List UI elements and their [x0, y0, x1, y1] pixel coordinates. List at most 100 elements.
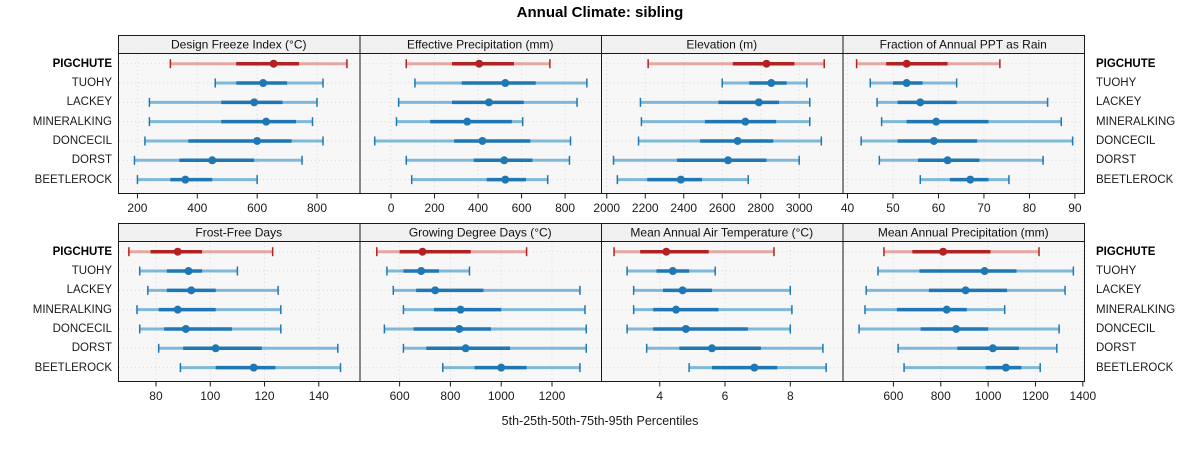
site-label-left-doncecil: DONCECIL	[52, 322, 112, 335]
site-label-right-doncecil: DONCECIL	[1096, 134, 1156, 147]
series-design-freeze-index-c-pigchute	[169, 59, 348, 69]
series-mean-annual-precipitation-mm-lackey	[865, 285, 1066, 295]
median-dot	[417, 267, 426, 276]
series-fraction-of-annual-ppt-as-rain-pigchute	[855, 59, 1001, 69]
series-design-freeze-index-c-beetlerock	[136, 175, 258, 185]
axis-tick-label: 800	[931, 389, 951, 403]
series-mean-annual-precipitation-mm-tuohy	[877, 266, 1075, 276]
series-frost-free-days-tuohy	[138, 266, 239, 276]
axis-tick-label: 2600	[709, 201, 736, 215]
site-label-left-dorst: DORST	[71, 154, 112, 167]
series-mean-annual-air-temperature-c-lackey	[632, 285, 792, 295]
series-effective-precipitation-mm-dorst	[405, 155, 571, 165]
panel-box-effective-precipitation-mm	[359, 53, 602, 194]
median-dot	[431, 286, 440, 295]
series-mean-annual-air-temperature-c-mineralking	[632, 305, 793, 315]
median-dot	[929, 136, 938, 145]
median-dot	[184, 267, 193, 276]
site-label-left-lackey: LACKEY	[66, 284, 112, 297]
series-mean-annual-precipitation-mm-beetlerock	[903, 363, 1041, 373]
panel-box-growing-degree-days-c	[359, 241, 602, 382]
series-effective-precipitation-mm-doncecil	[373, 136, 572, 146]
median-dot	[262, 117, 271, 126]
median-dot	[932, 117, 941, 126]
axis-tick-label: 80	[1023, 201, 1037, 215]
axis-tick-label: 2400	[670, 201, 697, 215]
median-dot	[418, 247, 427, 256]
site-label-right-lackey: LACKEY	[1096, 96, 1142, 109]
series-frost-free-days-doncecil	[138, 324, 282, 334]
panel-design-freeze-index-c: Design Freeze Index (°C) 200 400 600 800	[118, 35, 361, 215]
median-dot	[475, 59, 484, 68]
series-frost-free-days-dorst	[157, 343, 339, 353]
series-mean-annual-air-temperature-c-doncecil	[626, 324, 792, 334]
site-label-left-pigchute: PIGCHUTE	[52, 245, 112, 258]
site-label-left-pigchute: PIGCHUTE	[52, 57, 112, 70]
axis-tick-label: 1000	[975, 389, 1002, 403]
median-dot	[754, 98, 763, 107]
series-growing-degree-days-c-mineralking	[402, 305, 586, 315]
median-dot	[676, 175, 685, 184]
series-frost-free-days-lackey	[147, 285, 279, 295]
median-dot	[455, 324, 464, 333]
site-label-right-dorst: DORST	[1096, 342, 1137, 355]
median-dot	[461, 344, 470, 353]
median-dot	[762, 59, 771, 68]
median-dot	[500, 156, 509, 165]
median-dot	[253, 136, 262, 145]
median-dot	[173, 247, 182, 256]
panel-elevation-m: Elevation (m) 2000 2200 2400 2600 2800 3000	[593, 35, 844, 215]
axis-tick-label: 70	[977, 201, 991, 215]
site-label-right-dorst: DORST	[1096, 154, 1137, 167]
axis-tick-label: 800	[555, 201, 575, 215]
median-dot	[966, 175, 975, 184]
site-label-left-dorst: DORST	[71, 342, 112, 355]
axis-tick-label: 1200	[1022, 389, 1049, 403]
series-mean-annual-precipitation-mm-dorst	[897, 343, 1058, 353]
axis-tick-label: 600	[512, 201, 532, 215]
panel-box-fraction-of-annual-ppt-as-rain	[842, 53, 1085, 194]
series-growing-degree-days-c-dorst	[402, 343, 588, 353]
site-label-left-tuohy: TUOHY	[71, 265, 112, 278]
median-dot	[501, 79, 510, 88]
axis-tick-label: 800	[307, 201, 327, 215]
site-label-right-beetlerock: BEETLEROCK	[1096, 173, 1174, 186]
site-label-left-mineralking: MINERALKING	[32, 115, 112, 128]
panel-effective-precipitation-mm: Effective Precipitation (mm) 0 200 400 600 80…	[359, 35, 602, 215]
axis-tick-label: 600	[247, 201, 267, 215]
median-dot	[269, 59, 278, 68]
panel-frost-free-days: Frost-Free Days 80 100 120 140	[118, 223, 361, 403]
series-frost-free-days-beetlerock	[179, 363, 342, 373]
series-effective-precipitation-mm-beetlerock	[410, 175, 549, 185]
series-elevation-m-lackey	[639, 97, 811, 107]
series-fraction-of-annual-ppt-as-rain-dorst	[878, 155, 1044, 165]
panel-box-mean-annual-air-temperature-c	[601, 241, 844, 382]
panel-fraction-of-annual-ppt-as-rain: Fraction of Annual PPT as Rain 40 50 60 70 80…	[841, 35, 1085, 215]
median-dot	[497, 363, 506, 372]
axis-tick-label: 800	[440, 389, 460, 403]
axis-tick-label: 400	[468, 201, 488, 215]
median-dot	[767, 79, 776, 88]
panel-mean-annual-precipitation-mm: Mean Annual Precipitation (mm) 600 800 1000…	[842, 223, 1096, 403]
site-label-right-tuohy: TUOHY	[1096, 265, 1137, 278]
axis-tick-label: 140	[309, 389, 329, 403]
series-mean-annual-precipitation-mm-mineralking	[864, 305, 1006, 315]
panel-box-frost-free-days	[118, 241, 361, 382]
series-elevation-m-mineralking	[640, 117, 811, 127]
median-dot	[181, 324, 190, 333]
series-mean-annual-air-temperature-c-dorst	[645, 343, 824, 353]
median-dot	[741, 117, 750, 126]
median-dot	[733, 136, 742, 145]
median-dot	[939, 247, 948, 256]
median-dot	[208, 156, 217, 165]
site-label-right-tuohy: TUOHY	[1096, 77, 1137, 90]
median-dot	[943, 156, 952, 165]
axis-tick-label: 40	[841, 201, 855, 215]
series-frost-free-days-pigchute	[128, 247, 274, 257]
panel-box-design-freeze-index-c	[118, 53, 361, 194]
median-dot	[942, 305, 951, 314]
site-label-left-beetlerock: BEETLEROCK	[34, 173, 112, 186]
series-fraction-of-annual-ppt-as-rain-tuohy	[869, 78, 958, 88]
median-dot	[902, 79, 911, 88]
